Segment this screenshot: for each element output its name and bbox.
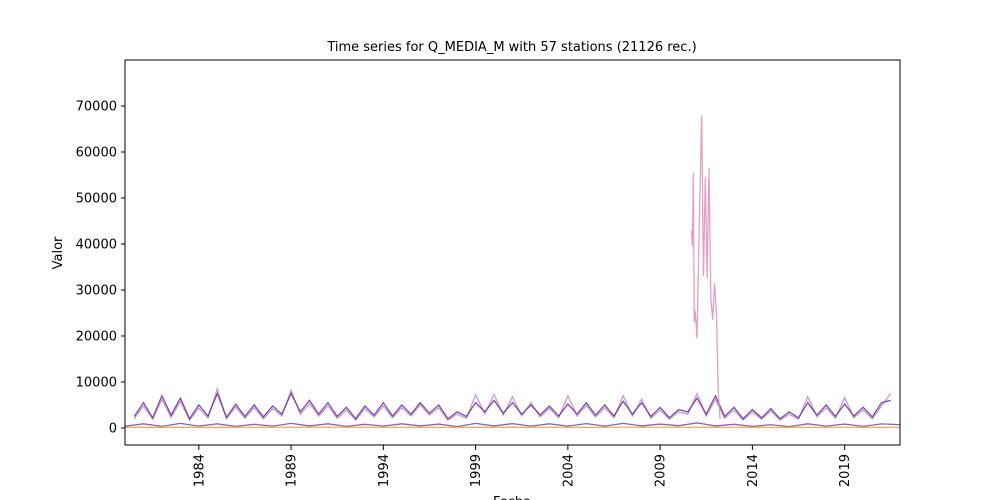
x-tick-label: 1994 bbox=[377, 454, 392, 487]
chart-title: Time series for Q_MEDIA_M with 57 statio… bbox=[326, 40, 696, 55]
y-tick-label: 20000 bbox=[76, 329, 117, 344]
y-axis-label: Valor bbox=[51, 236, 66, 269]
x-tick-label: 2004 bbox=[561, 454, 576, 487]
series-line bbox=[133, 391, 891, 421]
y-tick-label: 30000 bbox=[76, 283, 117, 298]
y-tick-label: 60000 bbox=[76, 145, 117, 160]
x-tick-label: 1984 bbox=[192, 454, 207, 487]
y-tick-label: 10000 bbox=[76, 375, 117, 390]
y-tick-label: 40000 bbox=[76, 237, 117, 252]
series-line bbox=[133, 386, 892, 422]
x-axis-label: Fecha bbox=[493, 495, 531, 500]
y-tick-label: 0 bbox=[109, 421, 117, 436]
series-line bbox=[690, 115, 721, 419]
plot-frame bbox=[124, 59, 901, 446]
x-tick-label: 2009 bbox=[654, 454, 669, 487]
y-tick-label: 70000 bbox=[76, 99, 117, 114]
x-tick-label: 2019 bbox=[838, 454, 853, 487]
x-tick-label: 1989 bbox=[285, 454, 300, 487]
series-line bbox=[124, 422, 901, 428]
x-tick-label: 1999 bbox=[469, 454, 484, 487]
y-tick-label: 50000 bbox=[76, 191, 117, 206]
x-tick-label: 2014 bbox=[746, 454, 761, 487]
